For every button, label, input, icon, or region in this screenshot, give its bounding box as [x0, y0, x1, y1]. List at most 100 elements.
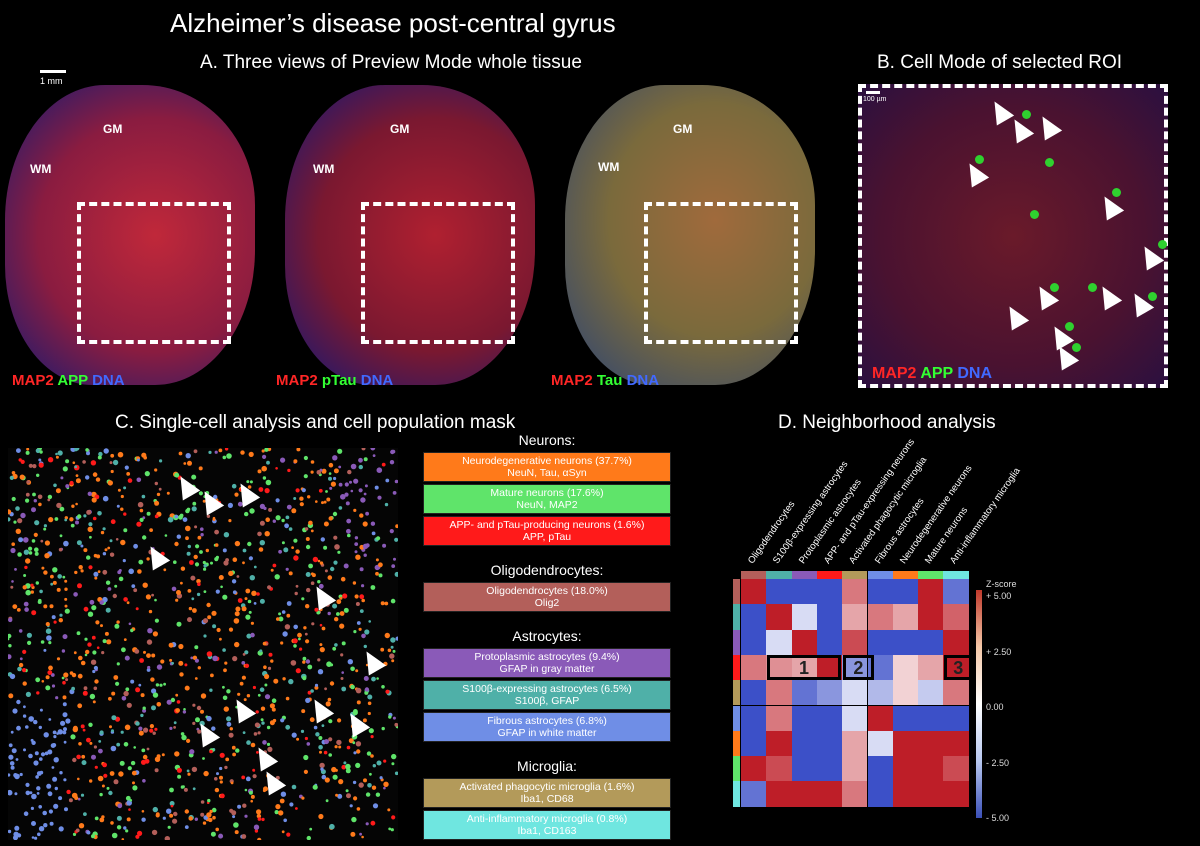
legend-entry-markers: GFAP in white matter — [497, 727, 597, 739]
cell-dot — [301, 488, 306, 493]
cell-dot — [127, 766, 132, 771]
cell-dot — [97, 511, 102, 516]
cell-dot — [308, 563, 313, 569]
cell-dot — [17, 666, 22, 672]
app-spot — [975, 155, 984, 164]
cell-dot — [192, 703, 196, 707]
cell-dot — [109, 552, 115, 557]
cell-dot — [132, 785, 138, 791]
heatmap-cell — [842, 781, 868, 807]
cell-dot — [327, 697, 332, 702]
cell-dot — [43, 732, 49, 738]
cell-dot — [305, 572, 311, 577]
cell-dot — [126, 817, 131, 822]
cell-dot — [228, 519, 232, 523]
cell-dot — [244, 663, 250, 668]
legend-entry-markers: Olig2 — [534, 597, 560, 609]
cell-dot — [222, 548, 227, 553]
cell-dot — [234, 611, 240, 617]
cell-dot — [394, 722, 399, 727]
cell-dot — [38, 458, 42, 462]
cell-dot — [200, 800, 205, 804]
cell-dot — [123, 690, 129, 697]
cell-dot — [55, 452, 58, 456]
cell-dot — [324, 777, 330, 783]
cell-dot — [143, 650, 146, 654]
cell-dot — [275, 775, 280, 780]
legend-entry: Oligodendrocytes (18.0%) Olig2 — [423, 582, 671, 612]
cell-dot — [330, 566, 335, 572]
cell-dot — [339, 623, 345, 629]
cell-dot — [295, 549, 300, 554]
cell-dot — [144, 471, 150, 477]
cell-dot — [133, 588, 138, 593]
cell-dot — [304, 527, 309, 531]
legend-entry-markers: GFAP in gray matter — [499, 663, 595, 675]
cell-dot — [43, 648, 47, 652]
cell-dot — [11, 496, 16, 502]
tissue-view-3 — [565, 85, 815, 385]
cell-dot — [258, 547, 264, 552]
cell-dot — [378, 562, 383, 568]
cell-dot — [260, 718, 264, 722]
cell-dot — [333, 476, 337, 481]
cell-dot — [232, 752, 237, 757]
cell-dot — [194, 562, 200, 567]
cell-dot — [156, 557, 161, 562]
app-spot — [1088, 283, 1097, 292]
cell-dot — [193, 449, 198, 454]
cell-dot — [361, 835, 364, 839]
cell-dot — [206, 812, 212, 818]
cell-dot — [188, 816, 193, 821]
cell-dot — [223, 532, 230, 538]
cell-dot — [317, 669, 324, 675]
cell-dot — [31, 793, 37, 800]
cell-dot — [123, 638, 127, 641]
cell-dot — [278, 549, 282, 554]
heatmap-cell — [943, 705, 969, 731]
cell-dot — [201, 694, 204, 698]
cell-dot — [353, 508, 357, 512]
cell-dot — [149, 528, 154, 532]
cell-dot — [349, 480, 352, 484]
cell-dot — [98, 748, 103, 754]
cell-dot — [194, 817, 198, 821]
cell-dot — [367, 783, 372, 788]
cell-dot — [220, 585, 223, 589]
cell-dot — [231, 579, 237, 584]
heatmap-cell — [867, 604, 893, 630]
cell-dot — [72, 461, 76, 464]
cell-dot — [107, 480, 114, 486]
cell-dot — [324, 687, 327, 691]
cell-dot — [211, 610, 217, 616]
cell-dot — [126, 472, 131, 476]
cell-dot — [139, 508, 144, 513]
cell-dot — [180, 581, 183, 585]
cell-dot — [365, 792, 371, 797]
cell-dot — [136, 458, 140, 462]
row-color-strip — [733, 629, 740, 655]
legend-entry: Activated phagocytic microglia (1.6%) Iba… — [423, 778, 671, 808]
cell-dot — [114, 584, 118, 588]
cell-dot — [11, 542, 15, 546]
cell-dot — [91, 754, 96, 760]
cell-dot — [87, 526, 93, 532]
heatmap-cell — [892, 705, 919, 731]
cell-dot — [364, 484, 368, 488]
cell-dot — [261, 756, 265, 760]
cell-dot — [96, 646, 100, 649]
cell-dot — [371, 676, 376, 682]
cell-dot — [108, 790, 113, 796]
cell-dot — [376, 536, 381, 541]
cell-dot — [94, 816, 99, 821]
cell-dot — [247, 541, 252, 547]
cell-dot — [34, 551, 39, 556]
cell-dot — [115, 538, 119, 541]
legend-entry-markers: NeuN, MAP2 — [516, 499, 578, 511]
cell-dot — [356, 700, 361, 705]
cell-dot — [99, 600, 104, 605]
cell-dot — [166, 699, 172, 705]
cell-dot — [335, 793, 339, 797]
cell-dot — [306, 742, 311, 746]
cell-dot — [146, 668, 151, 672]
